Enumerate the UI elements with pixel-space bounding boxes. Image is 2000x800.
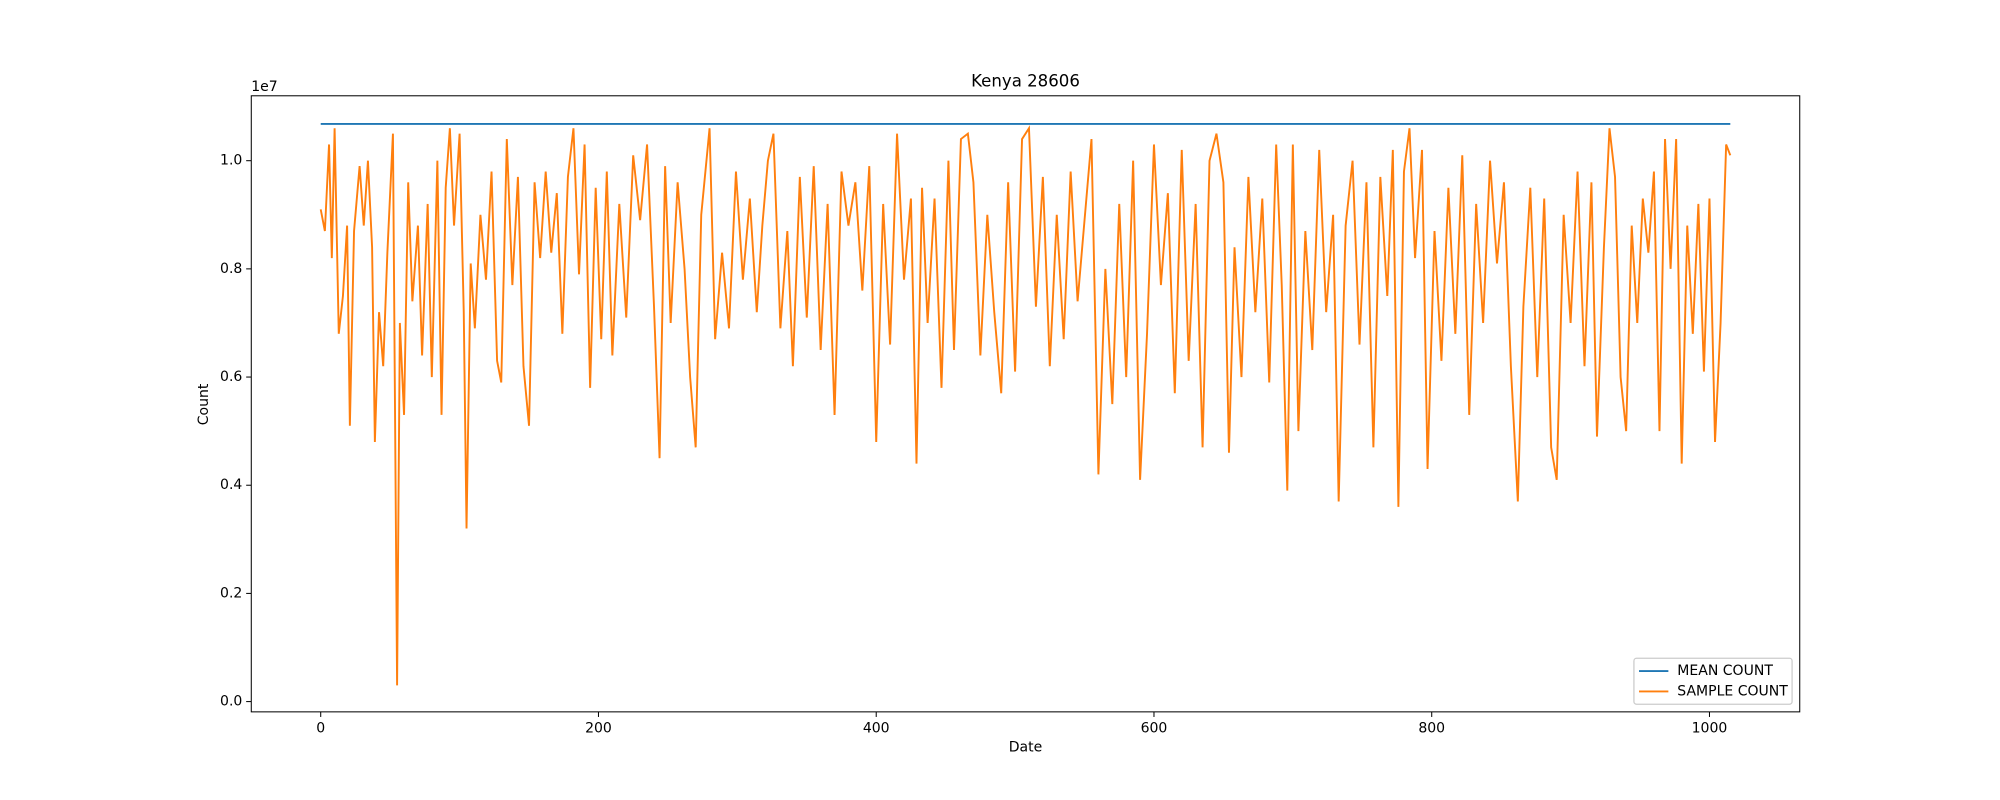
x-tick-label: 200 [585, 720, 612, 736]
legend-label: SAMPLE COUNT [1677, 683, 1788, 699]
x-tick-label: 1000 [1692, 720, 1728, 736]
x-tick-label: 600 [1141, 720, 1168, 736]
plot-frame [250, 95, 1801, 713]
x-tick-label: 400 [863, 720, 890, 736]
legend-label: MEAN COUNT [1677, 663, 1773, 679]
y-tick-label: 0.8 [220, 261, 242, 277]
x-tick-label: 0 [316, 720, 325, 736]
series-line [319, 125, 1732, 686]
legend-box [1633, 657, 1793, 705]
y-tick-label: 0.0 [220, 694, 242, 710]
y-tick-label: 1.0 [220, 153, 242, 169]
y-axis-label: Count [196, 383, 212, 425]
y-tick-label: 0.2 [220, 585, 242, 601]
y-tick-label: 0.6 [220, 369, 242, 385]
x-axis-label: Date [1009, 740, 1043, 756]
y-tick-label: 0.4 [220, 477, 242, 493]
y-offset-label: 1e7 [251, 79, 277, 95]
chart-title: Kenya 28606 [971, 71, 1080, 90]
x-tick-label: 800 [1418, 720, 1445, 736]
